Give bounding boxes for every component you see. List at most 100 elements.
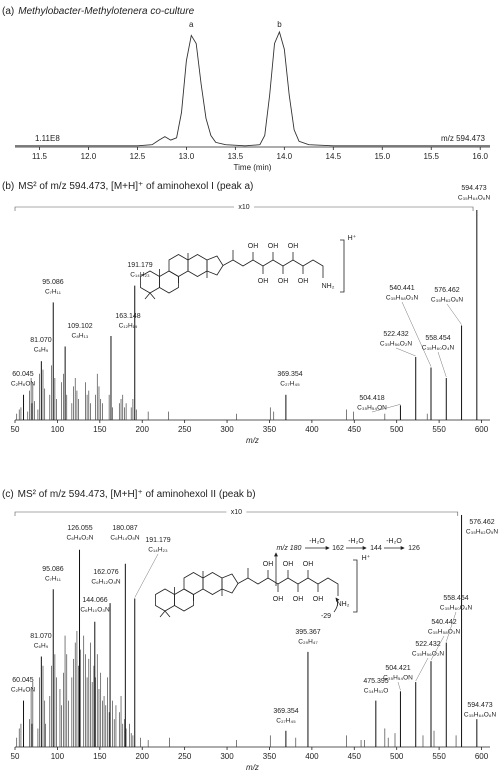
peak-formula: C₁₄H₂₃ [148,547,168,554]
x-tick-label: 400 [305,425,319,434]
magnification-gap [226,508,247,516]
peak-formula: C₂₇H₄₅ [276,718,296,725]
peak-mz-label: 163.148 [115,313,140,320]
magnification-gap [234,203,255,211]
structure-bracket [340,239,345,293]
panel-label: (b) [2,181,14,192]
x-tick-label: 350 [263,425,277,434]
peak-mz-label: 191.179 [127,262,152,269]
peak-mz-label: 81.070 [30,337,52,344]
x-tick-label: 16.0 [472,152,488,161]
peak-formula: C₃₄H₅₁O [364,688,389,695]
structure-label: OH [263,561,274,568]
leader-line [371,404,401,413]
peak-mz-label: 95.086 [42,279,64,286]
peak-formula: C₃₅H₅₆O₂N [412,651,444,658]
panel-label: (a) [2,6,14,17]
chart-title: (c) MS² of m/z 594.473, [M+H]⁺ of aminohe… [2,489,256,500]
structure-label: OH [313,596,324,603]
peak-formula: C₆H₉ [34,347,49,354]
structure-label: 162 [332,545,344,552]
peak-formula: C₃₅H₅₈O₃N [386,295,419,302]
leader-line [401,301,432,367]
peak-formula: C₆H₁₀O₃N [80,607,110,614]
x-tick-label: 14.0 [277,152,293,161]
x-tick-label: 14.5 [326,152,342,161]
structure-label: H⁺ [348,234,357,242]
peak-formula: C₃₅H₆₀O₄N [422,345,455,352]
x-tick-label: 11.5 [32,152,48,161]
peak-mz-label: 180.087 [112,525,137,532]
peak-formula: C₆H₉ [34,643,49,650]
peak-mz-label: 162.076 [93,569,118,576]
x-axis-title: Time (min) [234,163,272,172]
structure-label: OH [273,596,284,603]
x-tick-label: 600 [475,752,489,761]
peak-formula: C₈H₁₃ [72,333,89,340]
peak-mz-label: 369.354 [273,708,298,715]
structure-b [140,249,324,300]
peak-mz-label: 191.179 [145,537,170,544]
title-text: MS² of m/z 594.473, [M+H]⁺ of aminohexol… [18,489,256,500]
structure-c [155,567,339,618]
peak-mz-label: 522.432 [415,641,440,648]
x-tick-label: 50 [11,752,20,761]
panel-label: (c) [2,489,14,500]
title-text: Methylobacter-Methylotenera co-culture [18,6,194,17]
peak-formula: C₃₅H₆₄O₆N [464,712,497,719]
structure-label: OH [283,561,294,568]
peak-formula: C₃₅H₆₀O₄N [440,605,473,612]
peak-formula: C₂₇H₄₅ [280,381,300,388]
x-tick-label: 100 [51,425,65,434]
chromatogram-line [15,30,490,147]
structure-label: OH [298,278,309,285]
x-tick-label: 50 [11,425,20,434]
peak-mz-label: 558.454 [425,335,450,342]
peak-formula: C₇H₁₁ [45,289,62,296]
magnification-label: x10 [238,204,249,211]
structure-label: OH [288,243,299,250]
structure-label: 144 [370,545,382,552]
peak-mz-label: 540.442 [431,619,456,626]
leader-line [430,635,445,661]
x-tick-label: 12.0 [81,152,97,161]
leader-line [446,303,462,325]
structure-label: H⁺ [362,554,371,562]
peak-mz-label: 504.418 [359,395,384,402]
leader-line [437,351,447,378]
peak-mz-label: 594.473 [467,702,492,709]
structure-label: OH [303,561,314,568]
x-tick-label: 12.5 [130,152,146,161]
x-tick-label: 15.5 [423,152,439,161]
x-tick-label: 300 [220,752,234,761]
x-tick-label: 550 [432,752,446,761]
x-tick-label: 250 [178,752,192,761]
x-tick-label: 500 [390,425,404,434]
peak-formula: C₆H₈O₂N [67,535,94,542]
magnification-label: x10 [231,509,242,516]
peak-formula: C₃₅H₅₄ON [383,675,413,682]
peak-mz-label: 95.086 [42,566,64,573]
x-tick-label: 100 [51,752,65,761]
leader-line [397,681,401,691]
leader-line [134,553,159,598]
leader-line [395,347,416,357]
ion-label: m/z 594.473 [441,134,486,143]
leader-line [415,657,429,682]
intensity-label: 1.11E8 [35,134,60,143]
leader-line [446,611,457,642]
x-tick-label: 250 [178,425,192,434]
peak-formula: C₃₅H₆₂O₅N [431,297,463,304]
x-axis-title: m/z [246,763,259,772]
x-tick-label: 350 [263,752,277,761]
peak-mz-label: 144.066 [82,597,107,604]
structure-label: OH [258,278,269,285]
structure-label: OH [248,243,259,250]
peak-formula: C₇H₁₁ [45,576,62,583]
peak-mz-label: 522.432 [383,331,408,338]
structure-label: -29 [321,613,331,620]
peak-mz-label: 576.462 [469,519,494,526]
peak-mz-label: 594.473 [461,185,486,192]
structure-label: NH₂ [337,601,350,608]
peak-mz-label: 109.102 [67,323,92,330]
